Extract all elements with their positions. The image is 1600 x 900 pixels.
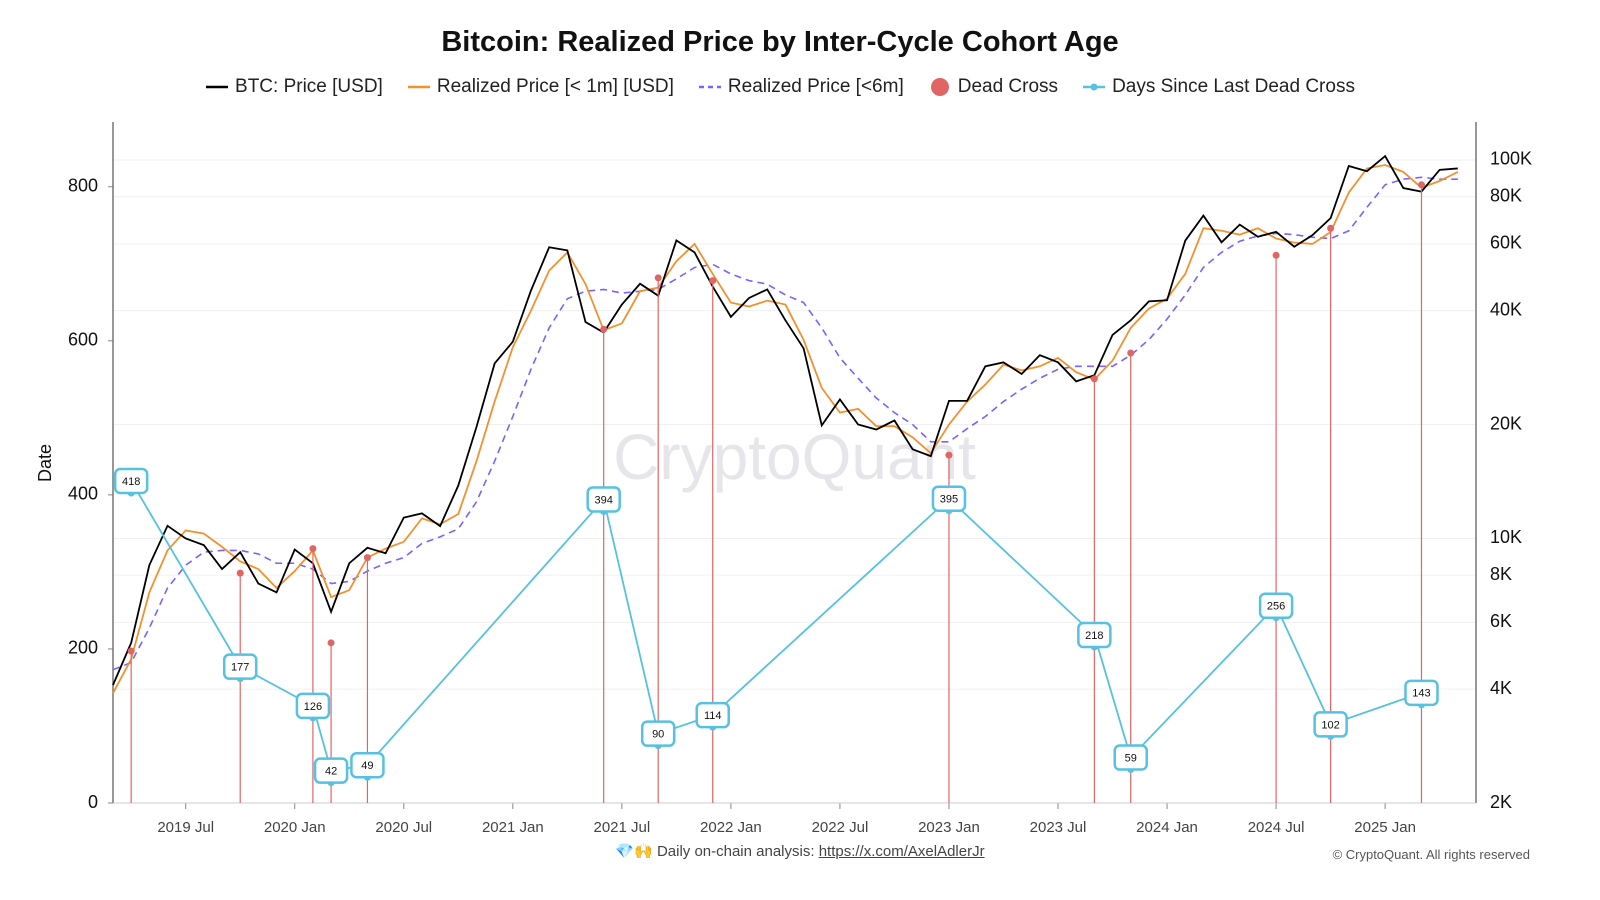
y-tick-label: 800 [68, 175, 98, 195]
days-label: 394 [595, 494, 613, 506]
x-tick-label: 2020 Jan [264, 819, 326, 836]
y-tick-label: 400 [68, 484, 98, 504]
x-tick-label: 2024 Jul [1248, 819, 1305, 836]
days-label: 126 [304, 701, 322, 713]
watermark: CryptoQuant [613, 421, 976, 493]
dead-cross-dot [1090, 375, 1098, 383]
footer-link[interactable]: https://x.com/AxelAdlerJr [818, 843, 985, 860]
days-label: 177 [231, 662, 249, 674]
legend-label: Days Since Last Dead Cross [1112, 76, 1355, 97]
days-label-box [586, 486, 621, 513]
y2-tick-label: 40K [1490, 299, 1522, 319]
days-label: 102 [1321, 719, 1339, 731]
legend-item[interactable]: Dead Cross [928, 76, 1058, 98]
days-label-box [1404, 679, 1439, 707]
dead-cross-dot [709, 277, 717, 285]
days-label: 218 [1085, 630, 1103, 642]
dead-cross-dot [127, 647, 135, 655]
dead-cross-dot [654, 274, 662, 282]
days-label: 143 [1412, 688, 1430, 700]
legend: BTC: Price [USD] Realized Price [< 1m] [U… [0, 76, 1560, 98]
days-label-box [222, 653, 258, 680]
legend-swatch [407, 85, 430, 89]
dead-cross-dot [600, 325, 608, 333]
x-tick-label: 2022 Jan [700, 819, 762, 836]
days-label-box [313, 757, 349, 784]
dead-cross-dot [945, 451, 953, 459]
days-label: 49 [361, 760, 373, 772]
days-label-box [695, 701, 730, 729]
days-label-box [350, 752, 385, 779]
x-tick-label: 2024 Jan [1136, 819, 1198, 836]
days-label-box [640, 720, 676, 747]
y2-tick-label: 100K [1490, 149, 1532, 169]
legend-item[interactable]: Realized Price [<6m] [698, 76, 904, 98]
x-tick-label: 2021 Jul [593, 819, 650, 836]
days-label-box [1113, 744, 1148, 771]
legend-swatch [930, 78, 949, 96]
dead-cross-dot [327, 639, 335, 647]
days-label: 395 [940, 494, 958, 506]
y2-tick-label: 60K [1490, 233, 1522, 253]
days-label: 256 [1267, 601, 1285, 613]
legend-item[interactable]: Realized Price [< 1m] [USD] [407, 76, 674, 98]
y2-tick-label: 4K [1490, 678, 1512, 698]
legend-label: Realized Price [< 1m] [USD] [436, 76, 674, 97]
footer: 💎🙌 Daily on-chain analysis: https://x.co… [0, 842, 1600, 860]
days-label-box [1258, 592, 1294, 620]
legend-dot [930, 78, 949, 96]
y2-tick-label: 2K [1490, 792, 1512, 812]
legend-swatch [698, 85, 721, 89]
x-tick-label: 2019 Jul [157, 819, 214, 836]
days-label: 90 [652, 729, 664, 741]
legend-label: Dead Cross [957, 76, 1059, 97]
days-label: 59 [1125, 752, 1137, 764]
legend-item[interactable]: BTC: Price [USD] [205, 76, 383, 98]
series-line [130, 480, 1422, 772]
y-tick-label: 0 [88, 792, 98, 812]
dead-cross-dot [1272, 251, 1280, 259]
legend-marker [1090, 83, 1098, 91]
dead-cross-dot [236, 569, 244, 577]
chart-title: Bitcoin: Realized Price by Inter-Cycle C… [441, 26, 1119, 58]
days-label: 418 [122, 476, 140, 488]
days-label-box [113, 467, 149, 495]
days-label-box [295, 692, 331, 720]
dead-cross-dot [1417, 181, 1425, 189]
y-axis-label: Date [35, 444, 55, 482]
y2-tick-label: 20K [1490, 413, 1522, 433]
dead-cross-dot [363, 554, 371, 562]
x-tick-label: 2023 Jan [918, 819, 980, 836]
legend-label: Realized Price [<6m] [727, 76, 904, 97]
legend-item[interactable]: Days Since Last Dead Cross [1082, 76, 1355, 98]
x-tick-label: 2022 Jul [812, 819, 869, 836]
legend-swatch [206, 85, 229, 89]
y-tick-label: 600 [68, 330, 98, 350]
days-label-box [931, 485, 967, 512]
dead-cross-dot [309, 545, 317, 553]
x-tick-label: 2025 Jan [1354, 819, 1416, 836]
y2-tick-label: 8K [1490, 564, 1512, 584]
days-label-box [1077, 621, 1112, 649]
chart: CryptoQuant 2K 4K 6K 8K 10K 20K 40K 60K 80K 100K 0 2… [35, 122, 1532, 836]
y2-tick-label: 10K [1490, 527, 1522, 547]
dead-cross-dot [1327, 224, 1335, 232]
days-label: 114 [704, 710, 722, 722]
y2-tick-label: 80K [1490, 185, 1522, 205]
x-tick-label: 2023 Jul [1030, 819, 1087, 836]
x-tick-label: 2021 Jan [482, 819, 544, 836]
dead-cross-dot [1127, 349, 1135, 357]
legend-label: BTC: Price [USD] [235, 76, 383, 97]
y-tick-label: 200 [68, 638, 98, 658]
copyright: © CryptoQuant. All rights reserved [1332, 847, 1530, 862]
x-tick-label: 2020 Jul [375, 819, 432, 836]
series-line [112, 154, 1458, 686]
footer-emoji: 💎🙌 [615, 843, 653, 860]
y2-tick-label: 6K [1490, 611, 1512, 631]
days-label: 42 [325, 766, 337, 778]
footer-text: Daily on-chain analysis: [656, 843, 815, 860]
days-label-box [1313, 711, 1348, 738]
legend-swatch [1083, 83, 1106, 91]
